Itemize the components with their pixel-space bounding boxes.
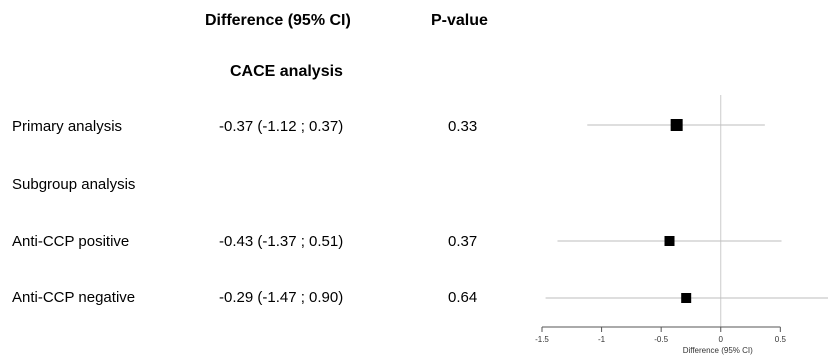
point-estimate-marker bbox=[664, 236, 675, 246]
row-label-anticcp-positive: Anti-CCP positive bbox=[12, 233, 130, 250]
row-ci-anticcp-positive: -0.43 (-1.37 ; 0.51) bbox=[219, 233, 344, 250]
x-tick-label: -0.5 bbox=[654, 335, 668, 344]
row-pvalue-primary: 0.33 bbox=[448, 118, 478, 135]
row-ci-primary: -0.37 (-1.12 ; 0.37) bbox=[219, 118, 344, 135]
section-header-cace: CACE analysis bbox=[230, 63, 343, 80]
x-axis-ticks: -1.5 -1 -0.5 0 0.5 bbox=[535, 327, 786, 344]
x-tick-label: -1.5 bbox=[535, 335, 549, 344]
x-tick-label: -1 bbox=[598, 335, 606, 344]
point-estimate-marker bbox=[681, 293, 692, 303]
row-pvalue-anticcp-positive: 0.37 bbox=[448, 233, 478, 250]
x-axis-label: Difference (95% CI) bbox=[683, 346, 753, 355]
row-label-anticcp-negative: Anti-CCP negative bbox=[12, 289, 136, 306]
row-ci-anticcp-negative: -0.29 (-1.47 ; 0.90) bbox=[219, 289, 344, 306]
row-pvalue-anticcp-negative: 0.64 bbox=[448, 289, 478, 306]
row-label-subgroup: Subgroup analysis bbox=[12, 176, 136, 193]
point-estimate-marker bbox=[670, 119, 683, 131]
pvalue-column-header: P-value bbox=[431, 12, 488, 29]
x-tick-label: 0 bbox=[719, 335, 724, 344]
forest-marks bbox=[545, 119, 828, 303]
difference-column-header: Difference (95% CI) bbox=[205, 12, 351, 29]
x-tick-label: 0.5 bbox=[775, 335, 787, 344]
row-label-primary: Primary analysis bbox=[12, 118, 123, 135]
